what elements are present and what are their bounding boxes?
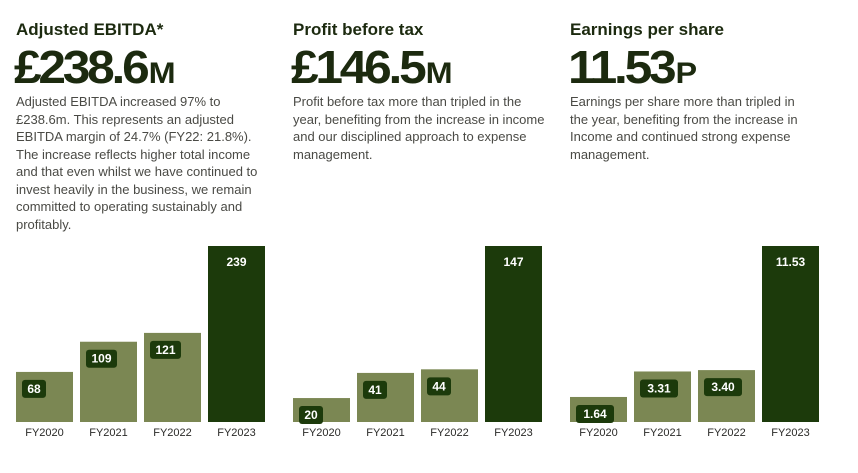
category-tick-label: FY2022 xyxy=(153,427,192,439)
panel-description: Profit before tax more than tripled in t… xyxy=(293,94,545,162)
bar-value-badge xyxy=(86,349,117,368)
panel-description: Adjusted EBITDA increased 97% to £238.6m… xyxy=(16,94,258,232)
ebitda-bar-chart: 68 FY2020 109 FY2021 121 FY2022 239 FY2023 xyxy=(16,246,265,439)
bar-value-badge xyxy=(427,377,451,396)
headline-unit: M xyxy=(425,57,453,90)
bar-fy2022 xyxy=(421,369,478,422)
bar-value-label: 239 xyxy=(226,255,246,269)
panel-title: Adjusted EBITDA* xyxy=(16,20,164,39)
category-tick-label: FY2023 xyxy=(217,427,256,439)
bar-fy2023 xyxy=(208,246,265,422)
bar-value-badge xyxy=(299,406,323,425)
bar-value-label: 147 xyxy=(503,255,523,269)
bar-value-label: 3.31 xyxy=(647,381,671,395)
pbt-panel: Profit before tax £146.5M Profit before … xyxy=(291,0,558,473)
bar-value-label: 68 xyxy=(27,382,41,396)
category-tick-label: FY2020 xyxy=(302,427,341,439)
bar-value-badge xyxy=(363,380,387,399)
bar-value-badge xyxy=(704,378,742,397)
bar-value-label: 1.64 xyxy=(583,407,607,421)
category-tick-label: FY2022 xyxy=(430,427,469,439)
eps-bar-chart: 1.64 FY2020 3.31 FY2021 3.40 FY2022 11.53 FY202… xyxy=(570,246,819,439)
category-tick-label: FY2023 xyxy=(494,427,533,439)
panel-title: Earnings per share xyxy=(570,20,725,39)
headline-value: £238.6 xyxy=(14,41,150,93)
category-tick-label: FY2021 xyxy=(89,427,128,439)
bar-value-label: 11.53 xyxy=(776,255,806,269)
eps-panel: Earnings per share 11.53P Earnings per s… xyxy=(568,0,835,473)
bar-value-badge xyxy=(150,340,181,359)
bar-value-label: 3.40 xyxy=(711,380,735,394)
headline-value: 11.53 xyxy=(568,41,677,93)
headline-unit: M xyxy=(148,57,176,90)
headline-figure: 11.53P xyxy=(568,41,698,99)
bar-value-label: 20 xyxy=(304,408,318,422)
bar-value-badge xyxy=(576,404,614,423)
bar-value-badge xyxy=(640,379,678,398)
pbt-bar-chart: 20 FY2020 41 FY2021 44 FY2022 147 FY2023 xyxy=(293,246,542,439)
panel-title: Profit before tax xyxy=(293,20,424,39)
category-tick-label: FY2021 xyxy=(366,427,405,439)
bar-value-label: 41 xyxy=(368,383,382,397)
bar-fy2023 xyxy=(485,246,542,422)
category-tick-label: FY2023 xyxy=(771,427,810,439)
ebitda-panel: Adjusted EBITDA* £238.6M Adjusted EBITDA… xyxy=(14,0,281,473)
category-tick-label: FY2021 xyxy=(643,427,682,439)
category-tick-label: FY2020 xyxy=(25,427,64,439)
bar-value-label: 44 xyxy=(432,379,446,393)
headline-value: £146.5 xyxy=(291,41,427,93)
bar-fy2023 xyxy=(762,246,819,422)
panel-description: Earnings per share more than tripled in … xyxy=(570,94,798,162)
headline-unit: P xyxy=(675,57,698,90)
bar-value-label: 121 xyxy=(155,343,175,357)
bar-value-badge xyxy=(22,379,46,398)
category-tick-label: FY2020 xyxy=(579,427,618,439)
headline-figure: £146.5M xyxy=(291,41,453,99)
bar-value-label: 109 xyxy=(91,352,111,366)
category-tick-label: FY2022 xyxy=(707,427,746,439)
headline-figure: £238.6M xyxy=(14,41,176,99)
